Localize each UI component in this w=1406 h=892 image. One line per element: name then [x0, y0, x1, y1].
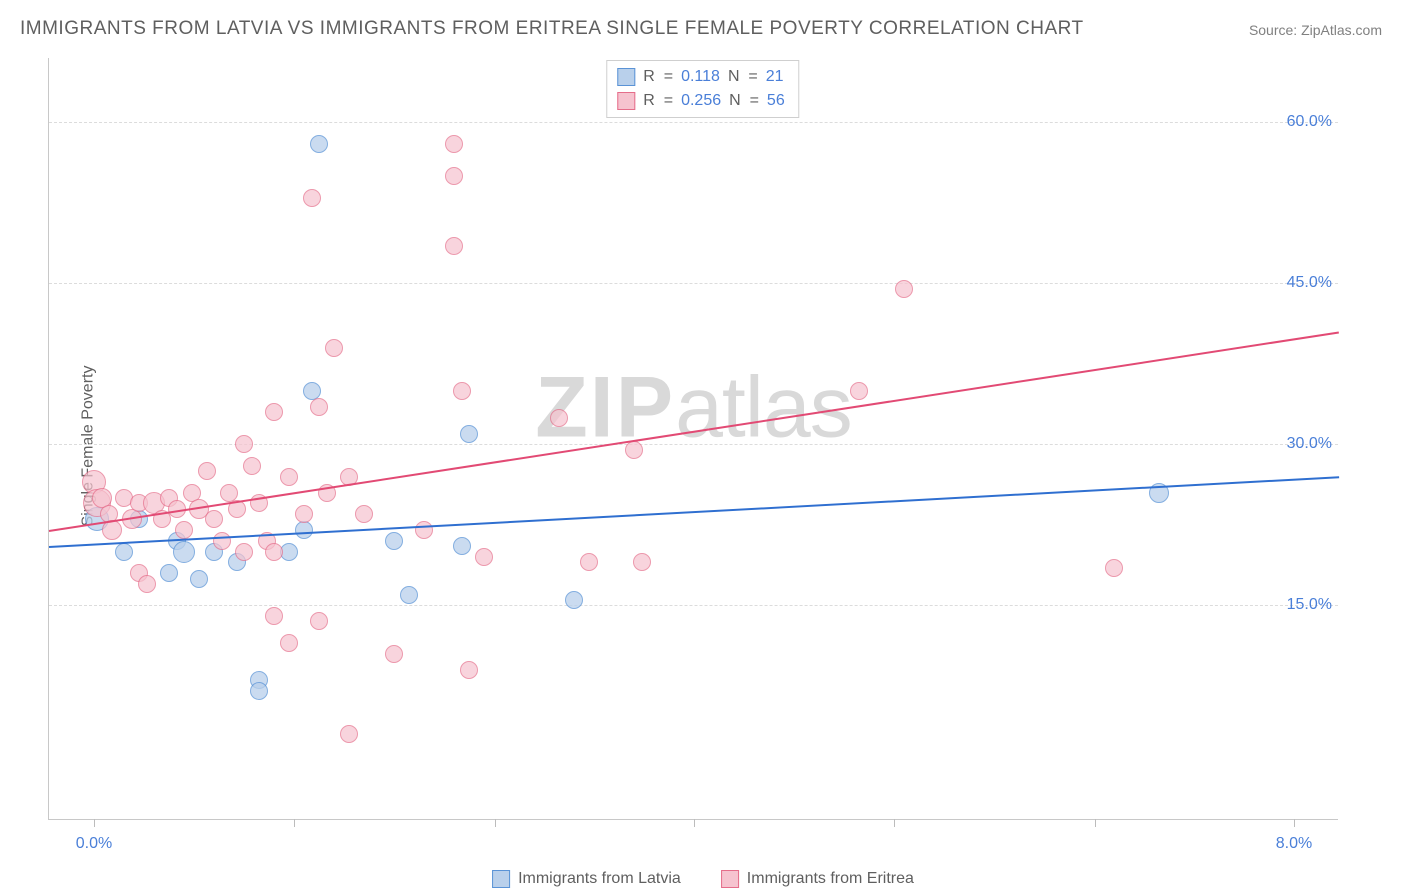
legend-N-value: 56 [767, 89, 785, 113]
legend-correlation-row: R = 0.118 N = 21 [617, 65, 784, 89]
legend-swatch [721, 870, 739, 888]
scatter-point [475, 548, 493, 566]
legend-N-label: N = [729, 89, 759, 113]
scatter-point [280, 634, 298, 652]
scatter-point [265, 403, 283, 421]
scatter-point [175, 521, 193, 539]
scatter-point [243, 457, 261, 475]
legend-R-value: 0.256 [681, 89, 721, 113]
scatter-point [303, 189, 321, 207]
scatter-point [235, 543, 253, 561]
x-tick-mark [894, 819, 895, 827]
legend-swatch [492, 870, 510, 888]
legend-N-value: 21 [766, 65, 784, 89]
scatter-point [460, 661, 478, 679]
legend-series-item: Immigrants from Latvia [492, 870, 681, 888]
scatter-point [280, 468, 298, 486]
scatter-point [445, 167, 463, 185]
scatter-point [235, 435, 253, 453]
x-tick-mark [94, 819, 95, 827]
scatter-point [633, 553, 651, 571]
scatter-point [453, 382, 471, 400]
scatter-point [385, 645, 403, 663]
scatter-point [850, 382, 868, 400]
gridline-h [49, 122, 1338, 123]
scatter-point [295, 521, 313, 539]
legend-series-label: Immigrants from Latvia [518, 870, 681, 888]
chart-title: IMMIGRANTS FROM LATVIA VS IMMIGRANTS FRO… [20, 18, 1084, 40]
watermark: ZIPatlas [535, 359, 851, 458]
scatter-point [250, 682, 268, 700]
scatter-point [625, 441, 643, 459]
scatter-point [415, 521, 433, 539]
x-tick-label: 0.0% [76, 835, 112, 853]
scatter-point [205, 510, 223, 528]
watermark-light: atlas [675, 360, 852, 456]
scatter-point [580, 553, 598, 571]
trend-line [49, 332, 1339, 533]
x-tick-mark [1095, 819, 1096, 827]
scatter-point [355, 505, 373, 523]
scatter-point [138, 575, 156, 593]
legend-swatch [617, 92, 635, 110]
x-tick-mark [694, 819, 695, 827]
scatter-point [265, 607, 283, 625]
gridline-h [49, 605, 1338, 606]
legend-R-label: R = [643, 65, 673, 89]
source-prefix: Source: [1249, 22, 1301, 38]
x-tick-label: 8.0% [1276, 835, 1312, 853]
scatter-point [160, 564, 178, 582]
legend-R-value: 0.118 [681, 65, 720, 89]
y-tick-label: 45.0% [1287, 274, 1332, 292]
x-tick-mark [495, 819, 496, 827]
scatter-point [325, 339, 343, 357]
scatter-point [310, 398, 328, 416]
legend-N-label: N = [728, 65, 758, 89]
watermark-bold: ZIP [535, 360, 675, 456]
scatter-point [310, 612, 328, 630]
legend-series: Immigrants from Latvia Immigrants from Er… [492, 870, 914, 888]
scatter-point [385, 532, 403, 550]
y-tick-label: 30.0% [1287, 435, 1332, 453]
scatter-point [265, 543, 283, 561]
legend-correlation-box: R = 0.118 N = 21R = 0.256 N = 56 [606, 60, 799, 118]
scatter-point [460, 425, 478, 443]
y-tick-label: 15.0% [1287, 596, 1332, 614]
scatter-point [445, 135, 463, 153]
legend-correlation-row: R = 0.256 N = 56 [617, 89, 784, 113]
scatter-point [1105, 559, 1123, 577]
scatter-point [295, 505, 313, 523]
scatter-point [115, 543, 133, 561]
scatter-point [310, 135, 328, 153]
scatter-point [190, 570, 208, 588]
scatter-plot-area: ZIPatlas 15.0%30.0%45.0%60.0%0.0%8.0% [48, 58, 1338, 820]
source-credit: Source: ZipAtlas.com [1249, 22, 1382, 38]
legend-R-label: R = [643, 89, 673, 113]
y-tick-label: 60.0% [1287, 113, 1332, 131]
legend-series-item: Immigrants from Eritrea [721, 870, 914, 888]
scatter-point [213, 532, 231, 550]
scatter-point [340, 725, 358, 743]
scatter-point [173, 541, 195, 563]
scatter-point [895, 280, 913, 298]
x-tick-mark [294, 819, 295, 827]
legend-series-label: Immigrants from Eritrea [747, 870, 914, 888]
scatter-point [550, 409, 568, 427]
legend-swatch [617, 68, 635, 86]
scatter-point [445, 237, 463, 255]
scatter-point [565, 591, 583, 609]
scatter-point [198, 462, 216, 480]
scatter-point [400, 586, 418, 604]
gridline-h [49, 283, 1338, 284]
source-name: ZipAtlas.com [1301, 22, 1382, 38]
x-tick-mark [1294, 819, 1295, 827]
scatter-point [453, 537, 471, 555]
